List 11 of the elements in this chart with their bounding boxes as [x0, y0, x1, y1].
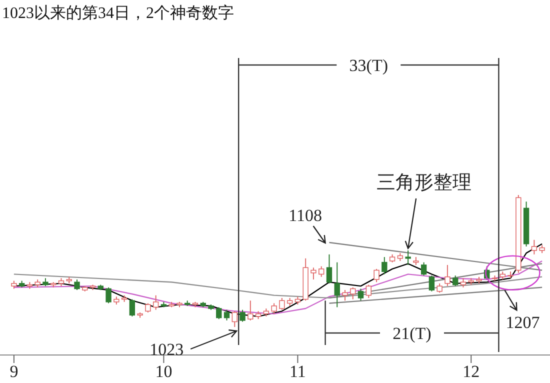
text: 33(T) [349, 56, 388, 75]
x-tick-label: 12 [462, 362, 480, 381]
annotation: 1207 [506, 313, 540, 332]
text: 1023 [150, 340, 184, 359]
annotation: 21(T) [392, 324, 432, 343]
x-tick-label: 11 [290, 362, 306, 381]
x-tick-label: 10 [155, 362, 172, 381]
annotation: 三角形整理 [376, 171, 472, 194]
chart-title: 1023以来的第34日，2个神奇数字 [2, 4, 234, 22]
x-tick-label: 9 [10, 362, 18, 381]
annotation: 1108 [288, 206, 322, 225]
